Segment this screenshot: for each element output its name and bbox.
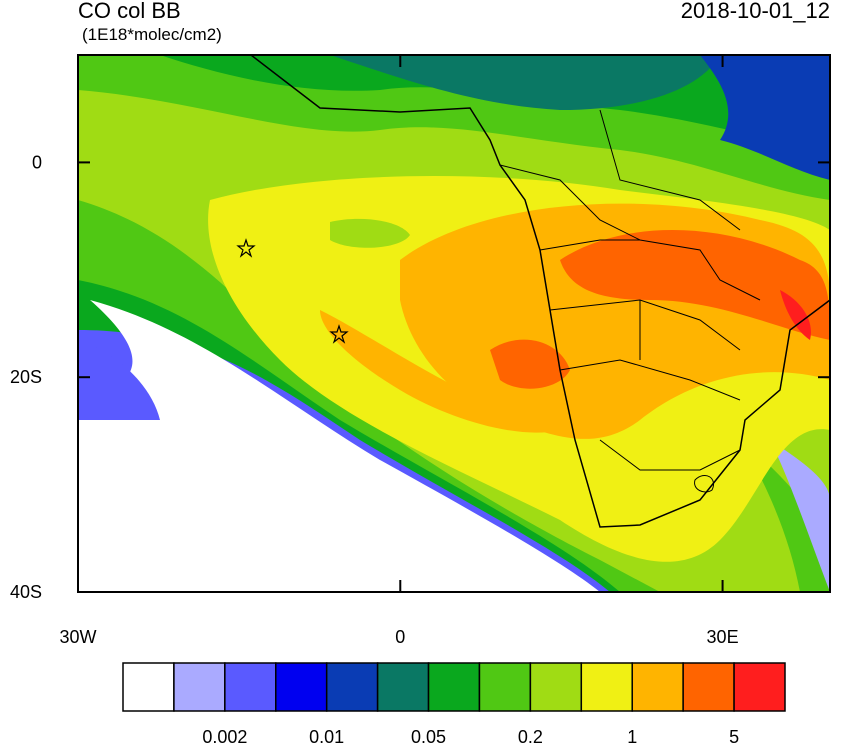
plot-frame <box>77 54 831 593</box>
colorbar-label: 0.05 <box>411 727 446 747</box>
colorbar-box <box>733 662 786 712</box>
colorbar-box <box>224 662 277 712</box>
colorbar-box <box>631 662 684 712</box>
colorbar-box <box>376 662 430 712</box>
colorbar-label: 0.2 <box>518 727 543 747</box>
colorbar-label: 0.002 <box>202 727 247 747</box>
colorbar-label: 0.01 <box>309 727 344 747</box>
y-tick-label: 0 <box>32 152 42 172</box>
date: 2018-10-01_12 <box>681 0 830 23</box>
colorbar-box <box>122 662 175 712</box>
y-tick-label: 20S <box>10 367 42 387</box>
x-tick-label: 30E <box>707 627 739 647</box>
colorbar-box <box>478 662 532 712</box>
colorbar-box <box>427 662 481 712</box>
field <box>78 55 830 592</box>
title: CO col BB <box>78 0 181 23</box>
x-tick-label: 0 <box>395 627 405 647</box>
y-tick-label: 40S <box>10 582 42 602</box>
colorbar-label: 5 <box>729 727 739 747</box>
colorbar-label: 1 <box>627 727 637 747</box>
colorbar-box <box>173 662 226 712</box>
colorbar-box <box>325 662 379 712</box>
colorbar-box <box>682 662 735 712</box>
colorbar-box <box>580 662 633 712</box>
colorbar-box <box>275 662 328 712</box>
x-tick-label: 30W <box>59 627 96 647</box>
colorbar-box <box>529 662 583 712</box>
units: (1E18*molec/cm2) <box>82 25 222 44</box>
